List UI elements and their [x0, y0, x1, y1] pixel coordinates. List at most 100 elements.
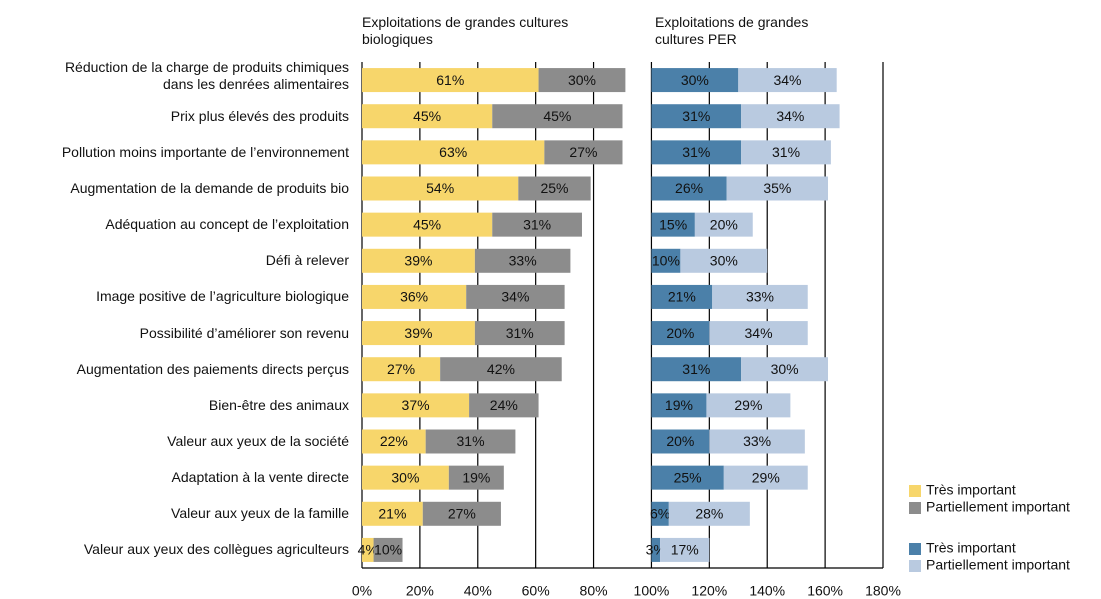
value-label: 28% [695, 505, 723, 521]
bar-segment [466, 284, 565, 309]
bar-segment [474, 321, 565, 346]
bar-segment [651, 357, 742, 382]
value-label: 20% [666, 433, 694, 449]
bar-segment [651, 429, 710, 454]
bar-segment [538, 68, 626, 93]
value-label: 20% [666, 325, 694, 341]
value-label: 34% [501, 289, 529, 305]
bar-segment [492, 104, 623, 129]
category-label: Bien-être des animaux [208, 396, 349, 413]
value-label: 19% [665, 397, 693, 413]
bar-segment [362, 393, 470, 418]
bar-segment [362, 140, 545, 165]
bar-segment [440, 357, 562, 382]
value-label: 27% [448, 505, 476, 521]
value-label: 39% [404, 252, 432, 268]
value-label: 21% [378, 505, 406, 521]
value-label: 25% [674, 469, 702, 485]
bar-segment [362, 284, 467, 309]
x-tick-label: 120% [691, 583, 727, 599]
category-label: Prix plus élevés des produits [170, 107, 349, 124]
legend-swatch [909, 502, 921, 514]
bar-segment [651, 537, 661, 562]
bar-segment [660, 537, 710, 562]
x-tick-label: 140% [749, 583, 785, 599]
category-label: Valeur aux yeux des collègues agriculteu… [83, 541, 349, 558]
bar-segment [651, 140, 742, 165]
value-label: 15% [659, 216, 687, 232]
value-label: 10% [374, 542, 402, 558]
bar-segment [651, 321, 710, 346]
value-label: 19% [462, 469, 490, 485]
value-label: 25% [540, 180, 568, 196]
bar-segment [694, 212, 753, 237]
panel-title: Exploitations de grandes cultures biolog… [362, 14, 569, 47]
value-label: 30% [681, 72, 709, 88]
category-label: Image positive de l’agriculture biologiq… [96, 288, 349, 305]
value-label: 6% [650, 505, 670, 521]
value-label: 54% [426, 180, 454, 196]
value-label: 33% [509, 252, 537, 268]
bar-segment [492, 212, 582, 237]
bar-segment [723, 465, 808, 490]
bar-segment [362, 68, 539, 93]
bar-segment [362, 321, 475, 346]
x-tick-label: 180% [865, 583, 901, 599]
category-label: Augmentation de la demande de produits b… [70, 180, 349, 196]
value-label: 34% [773, 72, 801, 88]
bar-segment [726, 176, 829, 201]
legend-swatch [909, 560, 921, 572]
bar-segment [709, 429, 805, 454]
value-label: 27% [387, 361, 415, 377]
value-label: 37% [402, 397, 430, 413]
bar-segment [651, 393, 707, 418]
value-label: 26% [675, 180, 703, 196]
value-label: 33% [746, 289, 774, 305]
legend-swatch [909, 485, 921, 497]
value-label: 20% [710, 216, 738, 232]
bar-segment [741, 140, 831, 165]
legend-label: Partiellement important [926, 557, 1070, 573]
x-tick-label: 60% [522, 583, 550, 599]
value-label: 24% [490, 397, 518, 413]
x-tick-label: 20% [406, 583, 434, 599]
value-label: 35% [763, 180, 791, 196]
category-label: Adéquation au concept de l’exploitation [105, 216, 349, 233]
bar-segment [738, 68, 837, 93]
value-label: 39% [404, 325, 432, 341]
value-label: 29% [752, 469, 780, 485]
value-label: 22% [380, 433, 408, 449]
value-label: 31% [772, 144, 800, 160]
value-label: 30% [568, 72, 596, 88]
bar-segment [741, 357, 829, 382]
bar-segment [362, 537, 374, 562]
bar-segment [651, 68, 739, 93]
bar-segment [474, 248, 571, 273]
value-label: 45% [543, 108, 571, 124]
x-tick-label: 40% [464, 583, 492, 599]
value-label: 34% [776, 108, 804, 124]
value-label: 31% [682, 361, 710, 377]
x-tick-label: 100% [634, 583, 670, 599]
panel-title: Exploitations de grandes cultures PER [655, 14, 809, 47]
category-label: Défi à relever [265, 252, 349, 269]
bar-segment [712, 284, 808, 309]
value-label: 27% [569, 144, 597, 160]
value-label: 17% [671, 542, 699, 558]
category-label: Réduction de la charge de produits chimi… [64, 59, 349, 93]
bar-segment [469, 393, 539, 418]
value-label: 30% [710, 252, 738, 268]
bar-segment [362, 176, 519, 201]
value-label: 31% [457, 433, 485, 449]
category-label: Valeur aux yeux de la famille [171, 505, 349, 522]
bar-segment [362, 429, 426, 454]
bar-segment [651, 176, 727, 201]
bar-segment [706, 393, 791, 418]
value-label: 45% [413, 216, 441, 232]
value-label: 45% [413, 108, 441, 124]
bar-segment [709, 321, 808, 346]
bar-segment [651, 248, 681, 273]
bar-segment [741, 104, 840, 129]
legend-label: Très important [926, 540, 1016, 556]
